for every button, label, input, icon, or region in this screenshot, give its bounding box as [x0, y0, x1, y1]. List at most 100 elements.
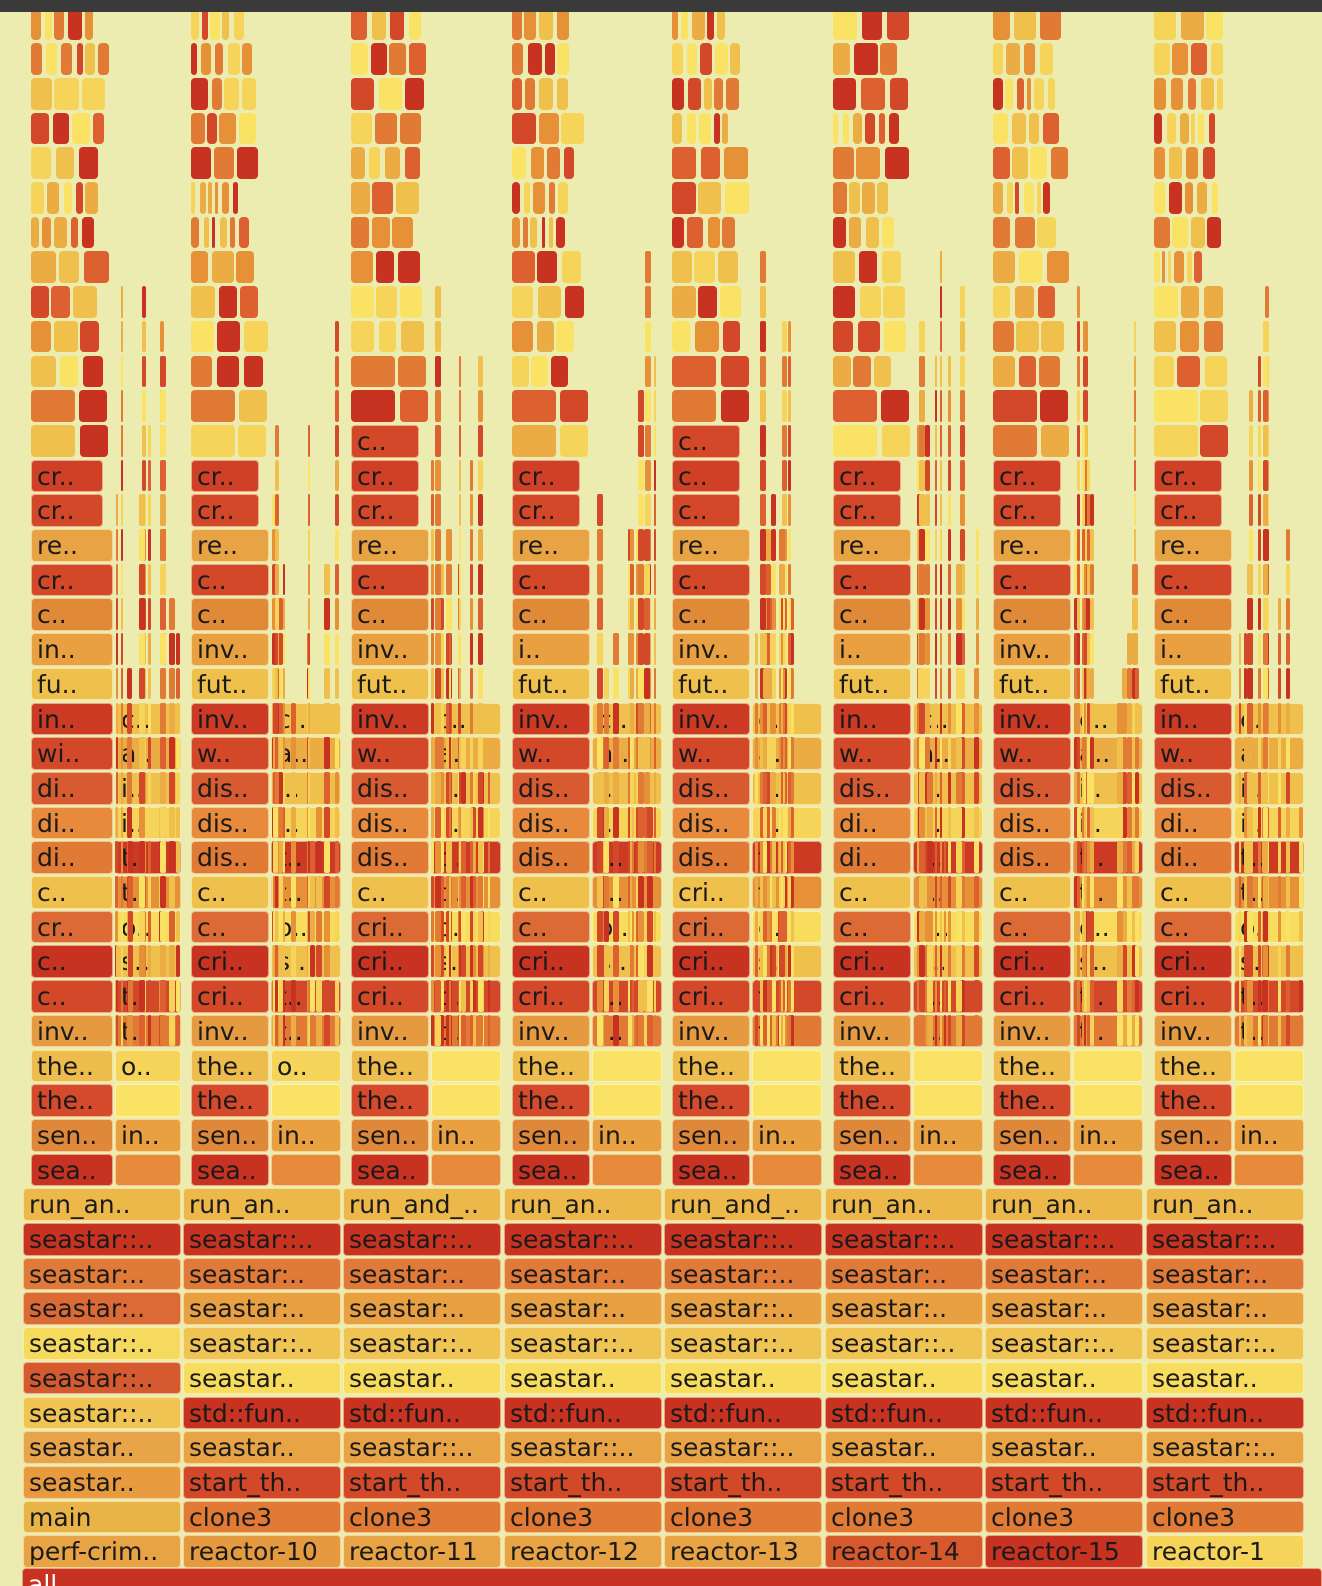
- flame-frame[interactable]: cri..: [512, 980, 590, 1013]
- flame-sliver[interactable]: [1135, 1014, 1139, 1047]
- flame-sliver[interactable]: [1258, 980, 1261, 1012]
- flame-sliver[interactable]: [335, 945, 339, 978]
- flame-sliver[interactable]: [283, 806, 285, 839]
- flame-sliver[interactable]: [324, 702, 330, 735]
- flame-sliver[interactable]: [116, 667, 118, 700]
- flame-sliver[interactable]: [1090, 910, 1094, 943]
- flame-sliver[interactable]: [1132, 563, 1138, 596]
- flame-sliver[interactable]: [398, 355, 426, 388]
- flame-sliver[interactable]: [974, 910, 979, 943]
- flame-sliver[interactable]: [629, 563, 634, 596]
- flame-sliver[interactable]: [654, 667, 656, 700]
- flame-sliver[interactable]: [121, 598, 123, 631]
- flame-sliver[interactable]: [1082, 806, 1085, 839]
- flame-sliver[interactable]: [405, 147, 420, 179]
- flame-sliver[interactable]: [700, 43, 712, 75]
- flame-frame[interactable]: seastar::..: [664, 1327, 822, 1360]
- flame-sliver[interactable]: [604, 841, 609, 873]
- flame-frame[interactable]: run_an..: [23, 1188, 181, 1221]
- flame-sliver[interactable]: [602, 876, 605, 908]
- flame-sliver[interactable]: [948, 494, 951, 526]
- flame-sliver[interactable]: [191, 112, 205, 145]
- flame-frame[interactable]: sen..: [1154, 1118, 1232, 1152]
- flame-sliver[interactable]: [1077, 737, 1080, 769]
- flame-frame[interactable]: cr..: [1154, 459, 1222, 493]
- flame-sliver[interactable]: [960, 702, 965, 735]
- flame-frame[interactable]: inv..: [191, 633, 269, 666]
- flame-sliver[interactable]: [877, 182, 888, 214]
- flame-sliver[interactable]: [974, 806, 979, 839]
- flame-frame[interactable]: sen..: [993, 1118, 1071, 1152]
- flame-sliver[interactable]: [1084, 1014, 1086, 1047]
- flame-sliver[interactable]: [1087, 667, 1090, 700]
- flame-sliver[interactable]: [919, 424, 925, 457]
- flame-sliver[interactable]: [629, 598, 634, 631]
- flame-sliver[interactable]: [351, 390, 395, 422]
- flame-sliver[interactable]: [512, 390, 556, 422]
- flame-sliver[interactable]: [200, 182, 206, 214]
- flame-sliver[interactable]: [1122, 667, 1127, 700]
- flame-sliver[interactable]: [1090, 494, 1094, 526]
- flame-sliver[interactable]: [707, 12, 714, 41]
- flame-sliver[interactable]: [917, 980, 920, 1012]
- flame-sliver[interactable]: [310, 945, 315, 978]
- flame-sliver[interactable]: [1247, 876, 1253, 908]
- flame-sliver[interactable]: [470, 806, 476, 839]
- flame-sliver[interactable]: [128, 1014, 133, 1047]
- flame-sliver[interactable]: [488, 771, 490, 804]
- flame-sliver[interactable]: [275, 841, 278, 873]
- flame-frame[interactable]: inv..: [31, 1014, 113, 1048]
- flame-sliver[interactable]: [925, 529, 930, 561]
- flame-sliver[interactable]: [1258, 737, 1261, 769]
- flame-sliver[interactable]: [654, 563, 656, 596]
- flame-frame[interactable]: run_and_..: [664, 1188, 822, 1221]
- flame-sliver[interactable]: [524, 12, 536, 41]
- flame-graph[interactable]: all perf-crim.. main seastar.. seastar.. seas…: [0, 12, 1322, 1586]
- flame-sliver[interactable]: [628, 737, 630, 769]
- flame-sliver[interactable]: [940, 598, 942, 631]
- flame-sliver[interactable]: [160, 529, 166, 561]
- flame-sliver[interactable]: [781, 806, 783, 839]
- flame-sliver[interactable]: [222, 12, 229, 41]
- flame-sliver[interactable]: [400, 286, 422, 318]
- flame-sliver[interactable]: [956, 1014, 962, 1047]
- flame-sliver[interactable]: [788, 876, 791, 908]
- flame-frame[interactable]: di..: [1154, 806, 1232, 840]
- flame-sliver[interactable]: [1154, 424, 1198, 457]
- flame-sliver[interactable]: [431, 563, 434, 596]
- flame-sliver[interactable]: [335, 390, 339, 422]
- flame-sliver[interactable]: [1117, 737, 1123, 769]
- flame-sliver[interactable]: [1263, 1014, 1268, 1047]
- flame-sliver[interactable]: [1172, 43, 1188, 75]
- flame-sliver[interactable]: [638, 667, 644, 700]
- flame-sliver[interactable]: [1087, 945, 1090, 978]
- flame-frame[interactable]: seastar::..: [23, 1396, 181, 1430]
- flame-sliver[interactable]: [275, 494, 279, 526]
- flame-sliver[interactable]: [1247, 667, 1253, 700]
- flame-sliver[interactable]: [672, 147, 696, 179]
- flame-sliver[interactable]: [148, 980, 151, 1012]
- flame-sliver[interactable]: [721, 390, 749, 422]
- flame-sliver[interactable]: [917, 876, 920, 908]
- flame-sliver[interactable]: [1299, 1014, 1303, 1047]
- flame-frame[interactable]: w..: [993, 737, 1071, 770]
- flame-frame[interactable]: in..: [592, 1118, 662, 1152]
- flame-sliver[interactable]: [956, 563, 962, 596]
- flame-frame[interactable]: fut..: [351, 667, 429, 701]
- flame-sliver[interactable]: [919, 980, 925, 1012]
- flame-frame[interactable]: reactor-1: [1146, 1535, 1304, 1568]
- flame-frame[interactable]: [1073, 1153, 1143, 1187]
- flame-sliver[interactable]: [1247, 910, 1253, 943]
- flame-sliver[interactable]: [461, 1014, 466, 1047]
- flame-frame[interactable]: [752, 1153, 822, 1187]
- flame-sliver[interactable]: [176, 910, 180, 943]
- flame-frame[interactable]: cri..: [672, 876, 750, 909]
- flame-sliver[interactable]: [1278, 1014, 1281, 1047]
- flame-sliver[interactable]: [82, 216, 94, 249]
- flame-sliver[interactable]: [638, 702, 644, 735]
- flame-sliver[interactable]: [272, 633, 277, 665]
- flame-sliver[interactable]: [788, 771, 791, 804]
- flame-sliver[interactable]: [176, 806, 180, 839]
- flame-frame[interactable]: in..: [271, 1118, 341, 1152]
- flame-sliver[interactable]: [698, 182, 721, 214]
